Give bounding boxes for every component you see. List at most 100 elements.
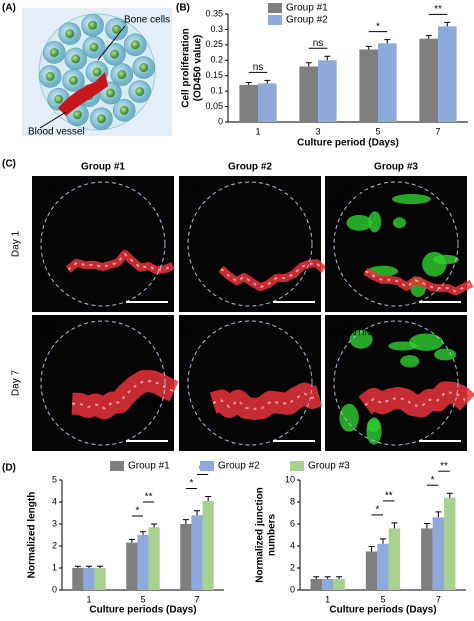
bar	[72, 568, 84, 590]
row-label: Day 7	[11, 370, 22, 397]
significance-label: **	[434, 4, 442, 15]
column-header: Group #3	[374, 162, 418, 173]
x-axis-label: Culture periods (Days)	[329, 605, 436, 616]
x-tick-label: 5	[140, 594, 145, 604]
bar	[299, 66, 318, 122]
annotation: Blood vessel	[28, 127, 85, 138]
y-tick-label: 0	[218, 116, 223, 126]
y-tick-label: 2	[52, 540, 57, 550]
y-tick-label: 4	[52, 496, 57, 506]
legend-swatch	[110, 461, 124, 471]
signal	[209, 382, 323, 420]
signal	[366, 417, 382, 445]
nucleus	[112, 24, 122, 34]
nucleus	[117, 70, 127, 80]
y-tick-label: 0.1	[210, 86, 223, 96]
signal	[434, 348, 457, 361]
legend-label: Group #1	[128, 461, 170, 472]
error-bar	[86, 565, 92, 568]
y-tick-label: 4	[290, 540, 295, 550]
error-bar	[151, 523, 158, 528]
y-axis-label: Cell proliferation	[181, 28, 192, 107]
bar	[321, 579, 334, 590]
legend-label: Group #1	[286, 3, 328, 14]
error-bar	[128, 538, 135, 543]
well-outline	[333, 181, 459, 307]
error-bar	[324, 576, 331, 579]
y-tick-label: 10	[285, 474, 295, 484]
legend-swatch	[268, 15, 282, 25]
nucleus	[110, 49, 120, 59]
nucleus	[96, 114, 106, 124]
x-tick-label: 5	[380, 594, 385, 604]
signal	[67, 252, 174, 272]
nucleus	[92, 67, 102, 77]
y-axis-label: numbers	[267, 513, 278, 556]
micrograph	[179, 315, 321, 451]
bar	[333, 579, 345, 590]
column-header: Group #1	[81, 162, 125, 173]
illustration	[38, 13, 156, 131]
nucleus	[106, 88, 116, 98]
bar	[388, 528, 401, 590]
nucleus	[49, 47, 59, 57]
panel-label: (A)	[2, 3, 16, 14]
legend-swatch	[268, 3, 282, 13]
error-bar	[74, 565, 81, 568]
signal	[364, 391, 469, 408]
stain-label: CD31	[35, 178, 58, 188]
error-bar	[245, 82, 252, 85]
bar	[438, 26, 457, 122]
x-tick-label: 5	[375, 126, 380, 136]
significance-label: **	[385, 491, 393, 502]
significance-label: *	[376, 21, 380, 32]
signal	[346, 214, 373, 231]
significance-label: *	[431, 475, 435, 486]
nucleus	[68, 75, 78, 85]
error-bar	[97, 565, 104, 568]
micrograph	[179, 176, 321, 312]
signal	[392, 217, 407, 229]
stain-label: DAPI	[35, 327, 56, 337]
legend-label: Group #2	[218, 461, 260, 472]
stain-label: DAPI	[328, 337, 349, 347]
nucleus	[119, 105, 129, 115]
error-bar	[444, 21, 451, 27]
stain-label: DAPI	[182, 327, 203, 337]
nucleus	[65, 29, 75, 39]
stain-label: CD31	[35, 317, 58, 327]
error-bar	[368, 546, 375, 552]
bar	[365, 551, 378, 590]
bar	[378, 43, 397, 122]
y-tick-label: 8	[290, 496, 295, 506]
x-tick-label: 1	[255, 126, 260, 136]
panel-label: (C)	[2, 159, 16, 170]
error-bar	[264, 79, 271, 84]
stain-label: DAPI	[182, 188, 203, 198]
bar	[421, 528, 433, 590]
error-bar	[384, 39, 391, 44]
stain-label: CD31	[328, 178, 351, 188]
legend-label: Group #3	[308, 461, 350, 472]
bar	[359, 49, 378, 122]
bar	[239, 84, 258, 122]
pointer	[97, 25, 126, 61]
bar	[137, 535, 149, 590]
error-bar	[423, 522, 430, 529]
legend-label: Group #2	[286, 15, 328, 26]
x-tick-label: 3	[315, 126, 320, 136]
error-bar	[182, 519, 189, 524]
significance-label: *	[135, 506, 139, 517]
error-bar	[194, 510, 200, 516]
nucleus	[45, 71, 55, 81]
row-label: Day 1	[11, 231, 22, 258]
stain-label: VIMENTIN	[328, 327, 371, 337]
y-tick-label: 0.3	[210, 24, 223, 34]
bar	[180, 524, 192, 590]
bar	[94, 568, 106, 590]
y-tick-label: 6	[290, 518, 295, 528]
significance-label: *	[375, 505, 379, 516]
bar	[432, 517, 445, 590]
y-tick-label: 0	[290, 584, 295, 594]
